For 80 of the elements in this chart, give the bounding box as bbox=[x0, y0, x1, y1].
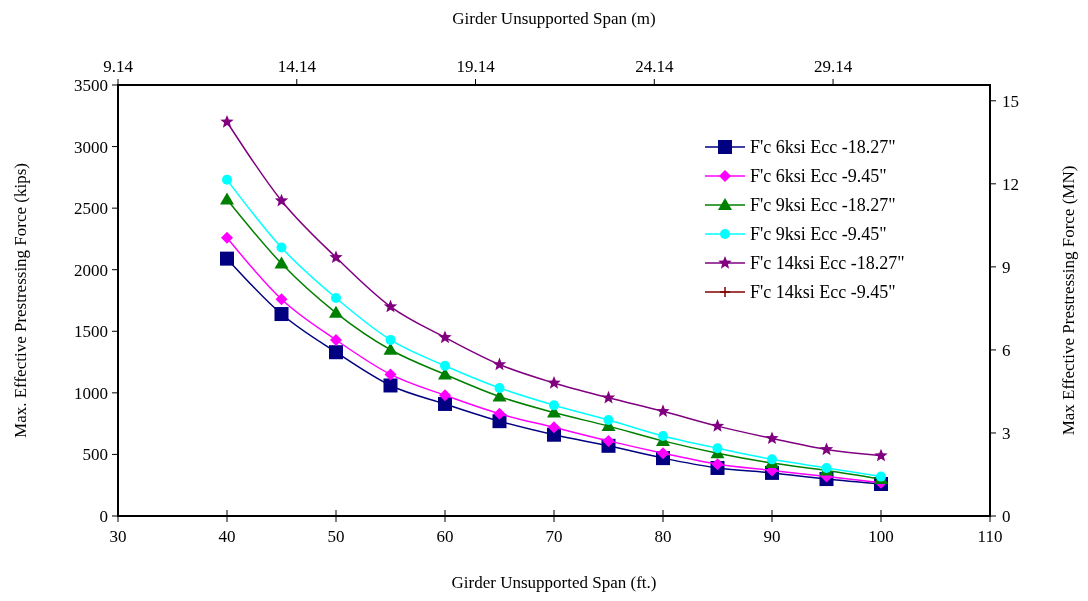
y2-tick-label: 0 bbox=[1002, 507, 1011, 526]
point bbox=[602, 434, 615, 447]
y-tick-label: 0 bbox=[99, 507, 108, 526]
y-tick-label: 1500 bbox=[74, 322, 108, 342]
x-tick-label: 60 bbox=[436, 527, 454, 546]
y-tick-label: 3500 bbox=[74, 76, 108, 95]
point bbox=[331, 293, 341, 304]
y2-tick-label: 3 bbox=[1002, 423, 1011, 443]
point bbox=[329, 250, 343, 264]
x2-axis-title: Girder Unsupported Span (m) bbox=[452, 9, 656, 28]
y2-axis-title: Max Effective Prestressing Force (MN) bbox=[1059, 165, 1078, 436]
point bbox=[601, 390, 616, 404]
point bbox=[603, 414, 614, 425]
point bbox=[384, 368, 397, 381]
y2-tick-label: 6 bbox=[1002, 340, 1011, 360]
x2-tick-label: 14.14 bbox=[277, 57, 317, 76]
y-tick-label: 1000 bbox=[74, 383, 108, 403]
legend-label: F'c 6ksi Ecc -9.45" bbox=[750, 166, 887, 186]
point bbox=[385, 334, 396, 345]
point bbox=[440, 360, 450, 371]
x2-tick-label: 29.14 bbox=[813, 57, 853, 76]
point bbox=[330, 333, 342, 346]
point bbox=[658, 430, 668, 441]
x-tick-label: 110 bbox=[977, 527, 1003, 546]
point bbox=[274, 256, 289, 269]
y-axis-title: Max. Effective Prestressing Force (kips) bbox=[11, 163, 30, 438]
y2-tick-label: 15 bbox=[1002, 91, 1019, 111]
point bbox=[767, 454, 777, 465]
point bbox=[547, 376, 561, 389]
x-tick-label: 30 bbox=[109, 527, 127, 546]
point bbox=[329, 345, 343, 360]
point bbox=[276, 242, 287, 253]
point bbox=[549, 400, 559, 411]
point bbox=[874, 448, 888, 462]
x2-tick-label: 19.14 bbox=[456, 57, 496, 76]
x-tick-label: 40 bbox=[218, 527, 236, 546]
point bbox=[220, 114, 234, 128]
x-tick-label: 50 bbox=[327, 527, 345, 546]
point bbox=[493, 407, 506, 420]
point bbox=[494, 382, 505, 393]
point bbox=[712, 443, 723, 454]
point bbox=[222, 174, 232, 185]
point bbox=[383, 378, 398, 393]
x-tick-label: 90 bbox=[763, 527, 781, 546]
x-tick-label: 70 bbox=[545, 527, 563, 546]
legend-label: F'c 6ksi Ecc -18.27" bbox=[750, 137, 896, 157]
point bbox=[711, 458, 724, 471]
point bbox=[710, 419, 725, 432]
point bbox=[274, 307, 289, 322]
x-axis-title: Girder Unsupported Span (ft.) bbox=[451, 573, 657, 592]
point bbox=[656, 404, 670, 418]
x-tick-label: 100 bbox=[868, 527, 894, 546]
point bbox=[329, 305, 343, 318]
point bbox=[383, 299, 398, 313]
point bbox=[221, 231, 233, 244]
legend-label: F'c 14ksi Ecc -9.45" bbox=[750, 282, 896, 302]
legend-label: F'c 9ksi Ecc -9.45" bbox=[750, 224, 887, 244]
y2-tick-label: 9 bbox=[1002, 257, 1011, 277]
y-tick-label: 2500 bbox=[74, 199, 108, 219]
legend-label: F'c 14ksi Ecc -18.27" bbox=[750, 253, 905, 273]
y-tick-label: 500 bbox=[82, 445, 108, 465]
point bbox=[220, 251, 234, 266]
point bbox=[657, 447, 669, 460]
y-tick-label: 3000 bbox=[74, 137, 108, 157]
point bbox=[383, 342, 398, 355]
point bbox=[275, 293, 288, 306]
x2-tick-label: 9.14 bbox=[103, 57, 134, 76]
point bbox=[438, 330, 452, 344]
point bbox=[765, 431, 779, 445]
point bbox=[819, 442, 834, 456]
point bbox=[220, 192, 234, 205]
y2-tick-label: 12 bbox=[1002, 174, 1019, 194]
point bbox=[439, 389, 451, 402]
x2-tick-label: 24.14 bbox=[635, 57, 674, 76]
point bbox=[274, 193, 289, 207]
point bbox=[548, 421, 560, 434]
y-tick-label: 2000 bbox=[74, 260, 108, 280]
legend-label: F'c 9ksi Ecc -18.27" bbox=[750, 195, 896, 215]
x-tick-label: 80 bbox=[654, 527, 672, 546]
point bbox=[492, 357, 507, 371]
